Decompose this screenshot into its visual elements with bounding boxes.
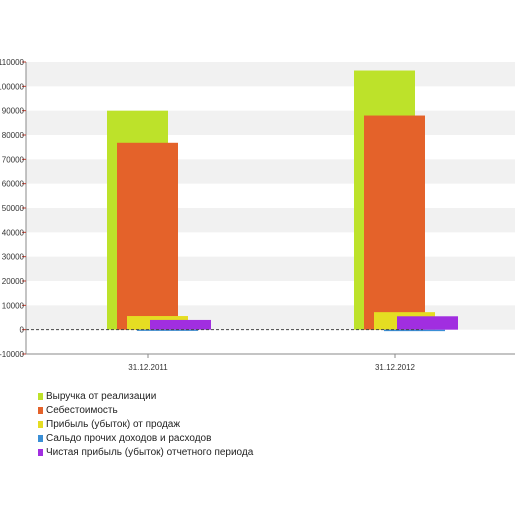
grid-bands xyxy=(26,62,515,330)
legend-swatch xyxy=(38,393,43,400)
y-tick-label: 110000 xyxy=(0,58,25,67)
y-tick-label: 20000 xyxy=(2,277,25,286)
x-axis-ticks: 31.12.2011 31.12.2012 xyxy=(128,354,415,372)
legend-swatch xyxy=(38,407,43,414)
bars xyxy=(107,71,458,332)
grid-band xyxy=(26,62,515,86)
legend-label: Чистая прибыль (убыток) отчетного период… xyxy=(46,447,253,458)
y-axis-ticks: -10000 0 10000 20000 30000 40000 50000 60000 700… xyxy=(0,58,26,359)
grid-band xyxy=(26,111,515,135)
x-tick-label: 31.12.2011 xyxy=(128,363,168,372)
bar xyxy=(397,316,458,329)
y-tick-label: -10000 xyxy=(0,350,25,359)
y-tick-label: 60000 xyxy=(2,180,25,189)
y-tick-label: 30000 xyxy=(2,253,25,262)
legend-label: Сальдо прочих доходов и расходов xyxy=(46,433,211,444)
legend-label: Выручка от реализации xyxy=(46,391,156,402)
bar xyxy=(364,116,425,330)
legend-swatch xyxy=(38,421,43,428)
bar-chart: -10000 0 10000 20000 30000 40000 50000 60000 700… xyxy=(0,0,520,390)
x-tick-label: 31.12.2012 xyxy=(375,363,416,372)
y-tick-label: 80000 xyxy=(2,131,25,140)
legend-item: Себестоимость xyxy=(38,403,253,417)
legend-label: Себестоимость xyxy=(46,405,118,416)
y-tick-label: 0 xyxy=(20,326,25,335)
legend-item: Чистая прибыль (убыток) отчетного период… xyxy=(38,445,253,459)
legend-item: Сальдо прочих доходов и расходов xyxy=(38,431,253,445)
legend-swatch xyxy=(38,435,43,442)
y-tick-label: 90000 xyxy=(2,107,25,116)
legend-swatch xyxy=(38,449,43,456)
bar xyxy=(150,320,211,330)
grid-band xyxy=(26,208,515,232)
y-tick-label: 40000 xyxy=(2,228,25,237)
grid-band xyxy=(26,257,515,281)
y-tick-label: 70000 xyxy=(2,155,25,164)
legend-item: Выручка от реализации xyxy=(38,389,253,403)
legend-item: Прибыль (убыток) от продаж xyxy=(38,417,253,431)
chart-legend: Выручка от реализации Себестоимость Прибыл… xyxy=(38,389,253,459)
y-tick-label: 10000 xyxy=(2,301,25,310)
legend-label: Прибыль (убыток) от продаж xyxy=(46,419,180,430)
y-tick-label: 50000 xyxy=(2,204,25,213)
bar xyxy=(117,143,178,330)
grid-band xyxy=(26,159,515,183)
